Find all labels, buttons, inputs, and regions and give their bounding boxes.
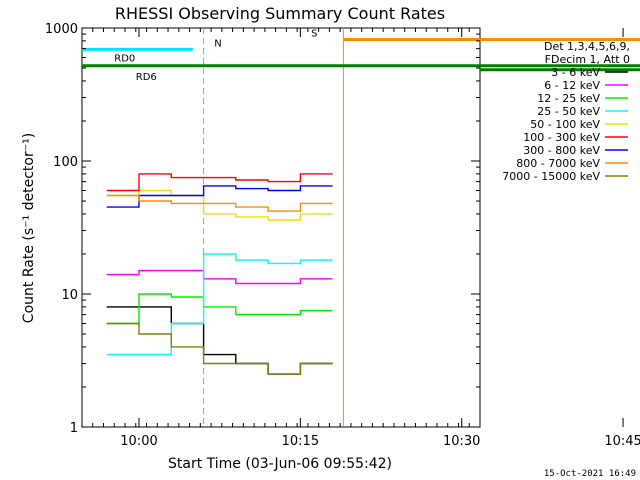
- x-tick-label: 10:45: [604, 434, 640, 449]
- legend-entry-label: 7000 - 15000 keV: [502, 170, 600, 183]
- footer-date: 15-Oct-2021 16:49: [544, 469, 636, 479]
- y-tick-label: 10: [61, 288, 78, 303]
- series-line-8-part-1: [106, 322, 333, 375]
- legend-header-line: FDecim 1, Att 0: [545, 53, 630, 66]
- flag-s-label: S: [311, 28, 317, 39]
- x-tick-label: 10:15: [282, 434, 319, 449]
- series-line-1-part-1: [106, 269, 333, 285]
- legend-entry-label: 100 - 300 keV: [523, 131, 600, 144]
- legend-entry-label: 300 - 800 keV: [523, 144, 600, 157]
- y-tick-label: 100: [53, 155, 78, 170]
- series-line-4-part-1: [106, 189, 333, 221]
- legend: Det 1,3,4,5,6,9,FDecim 1, Att 03 - 6 keV…: [502, 40, 630, 183]
- legend-entry-label: 800 - 7000 keV: [516, 157, 600, 170]
- chart-title: RHESSI Observing Summary Count Rates: [115, 4, 445, 23]
- x-tick-label: 10:00: [120, 434, 157, 449]
- y-axis-label: Count Rate (s⁻¹ detector⁻¹): [21, 133, 37, 323]
- flag-rd0-label: RD0: [114, 53, 135, 64]
- plot-frame: [81, 27, 481, 428]
- flag-rd6-label: RD6: [136, 72, 157, 83]
- y-tick-label: 1000: [45, 22, 78, 37]
- flag-n-label: N: [214, 38, 221, 49]
- series-line-5-part-1: [106, 173, 333, 192]
- series-line-7-part-1: [106, 194, 333, 212]
- series-line-3-part-1: [106, 253, 333, 356]
- legend-entry-label: 50 - 100 keV: [530, 118, 600, 131]
- legend-entry-label: 12 - 25 keV: [537, 92, 600, 105]
- legend-entry-label: 6 - 12 keV: [544, 79, 600, 92]
- y-tick-label: 1: [70, 421, 78, 436]
- legend-entry-label: 25 - 50 keV: [537, 105, 600, 118]
- x-tick-label: 10:30: [443, 434, 480, 449]
- x-axis-label: Start Time (03-Jun-06 09:55:42): [168, 456, 392, 472]
- legend-entry-label: 3 - 6 keV: [551, 66, 600, 79]
- series-line-2-part-1: [106, 293, 333, 325]
- legend-header-line: Det 1,3,4,5,6,9,: [544, 40, 630, 53]
